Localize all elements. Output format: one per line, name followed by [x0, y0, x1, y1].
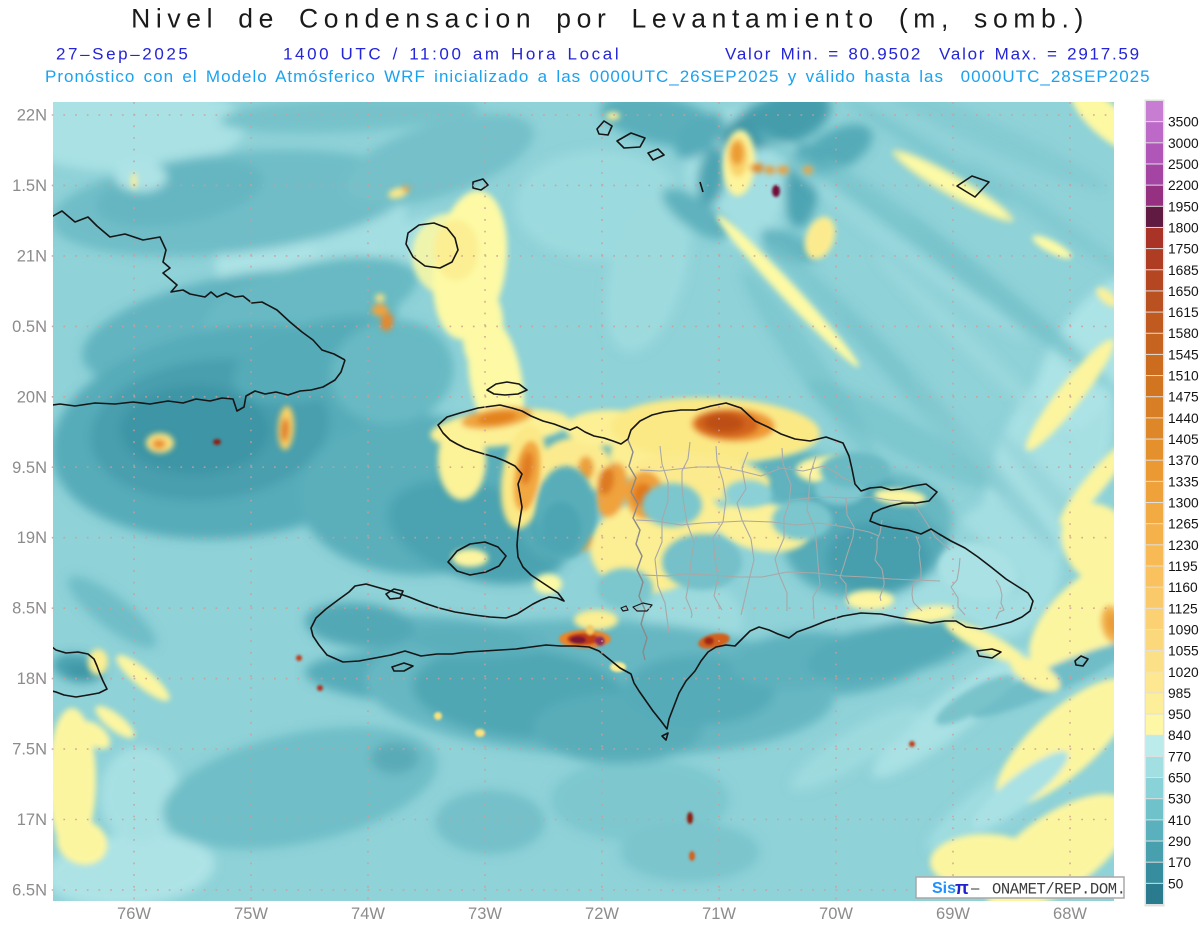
- svg-text:1580: 1580: [1168, 326, 1199, 341]
- svg-text:50: 50: [1168, 876, 1184, 891]
- svg-text:3000: 3000: [1168, 136, 1199, 151]
- svg-text:69W: 69W: [936, 905, 970, 923]
- svg-text:1090: 1090: [1168, 622, 1199, 637]
- svg-text:2200: 2200: [1168, 178, 1199, 193]
- svg-text:Sis: Sis: [932, 880, 956, 897]
- svg-text:Pronóstico con el Modelo Atmós: Pronóstico con el Modelo Atmósferico WRF…: [45, 67, 1151, 86]
- svg-text:22N: 22N: [17, 107, 47, 125]
- svg-text:3500: 3500: [1168, 115, 1199, 130]
- svg-text:1440: 1440: [1168, 411, 1199, 426]
- svg-text:1800: 1800: [1168, 220, 1199, 235]
- svg-text:290: 290: [1168, 834, 1191, 849]
- svg-text:650: 650: [1168, 771, 1191, 786]
- svg-text:1195: 1195: [1168, 559, 1198, 574]
- svg-text:–: –: [971, 880, 980, 897]
- svg-text:1335: 1335: [1168, 474, 1199, 489]
- svg-text:1230: 1230: [1168, 538, 1199, 553]
- svg-text:Valor Min. = 80.9502 Valor Ma: Valor Min. = 80.9502 Valor Max. = 2917.5…: [725, 45, 1141, 64]
- svg-text:17N: 17N: [17, 811, 47, 829]
- svg-text:19N: 19N: [17, 529, 47, 547]
- svg-text:8.5N: 8.5N: [12, 600, 47, 618]
- svg-text:74W: 74W: [351, 905, 385, 923]
- svg-text:1055: 1055: [1168, 644, 1199, 659]
- svg-text:1370: 1370: [1168, 453, 1199, 468]
- svg-text:1950: 1950: [1168, 199, 1199, 214]
- svg-text:1405: 1405: [1168, 432, 1199, 447]
- svg-text:73W: 73W: [468, 905, 502, 923]
- svg-text:1400 UTC / 11:00 am Hora Local: 1400 UTC / 11:00 am Hora Local: [283, 45, 621, 64]
- svg-text:9.5N: 9.5N: [12, 459, 47, 477]
- svg-text:76W: 76W: [117, 905, 151, 923]
- svg-text:Nivel de Condensacion por Leva: Nivel de Condensacion por Levantamiento …: [131, 4, 1089, 34]
- svg-text:1020: 1020: [1168, 665, 1199, 680]
- svg-text:18N: 18N: [17, 670, 47, 688]
- svg-text:1615: 1615: [1168, 305, 1199, 320]
- svg-text:170: 170: [1168, 855, 1191, 870]
- svg-text:840: 840: [1168, 728, 1191, 743]
- svg-text:1650: 1650: [1168, 284, 1199, 299]
- svg-text:950: 950: [1168, 707, 1191, 722]
- svg-text:ONAMET/REP.DOM.: ONAMET/REP.DOM.: [992, 881, 1126, 899]
- svg-text:6.5N: 6.5N: [12, 882, 47, 900]
- svg-text:π: π: [955, 878, 969, 898]
- svg-text:0.5N: 0.5N: [12, 318, 47, 336]
- svg-text:75W: 75W: [234, 905, 268, 923]
- svg-text:1545: 1545: [1168, 347, 1199, 362]
- svg-text:1300: 1300: [1168, 496, 1199, 511]
- svg-text:1160: 1160: [1168, 580, 1198, 595]
- svg-text:1685: 1685: [1168, 263, 1199, 278]
- svg-text:21N: 21N: [17, 247, 47, 265]
- svg-text:1125: 1125: [1168, 601, 1198, 616]
- svg-text:1475: 1475: [1168, 390, 1199, 405]
- svg-text:68W: 68W: [1053, 905, 1087, 923]
- svg-text:1750: 1750: [1168, 242, 1199, 257]
- svg-text:530: 530: [1168, 792, 1191, 807]
- svg-text:72W: 72W: [585, 905, 619, 923]
- svg-text:770: 770: [1168, 749, 1191, 764]
- svg-text:27–Sep–2025: 27–Sep–2025: [56, 45, 191, 64]
- svg-text:7.5N: 7.5N: [12, 741, 47, 759]
- svg-text:2500: 2500: [1168, 157, 1199, 172]
- svg-text:70W: 70W: [819, 905, 853, 923]
- svg-text:71W: 71W: [702, 905, 736, 923]
- svg-text:1.5N: 1.5N: [12, 177, 47, 195]
- svg-text:1265: 1265: [1168, 517, 1199, 532]
- svg-text:985: 985: [1168, 686, 1191, 701]
- svg-text:410: 410: [1168, 813, 1191, 828]
- svg-text:1510: 1510: [1168, 369, 1199, 384]
- svg-text:20N: 20N: [17, 388, 47, 406]
